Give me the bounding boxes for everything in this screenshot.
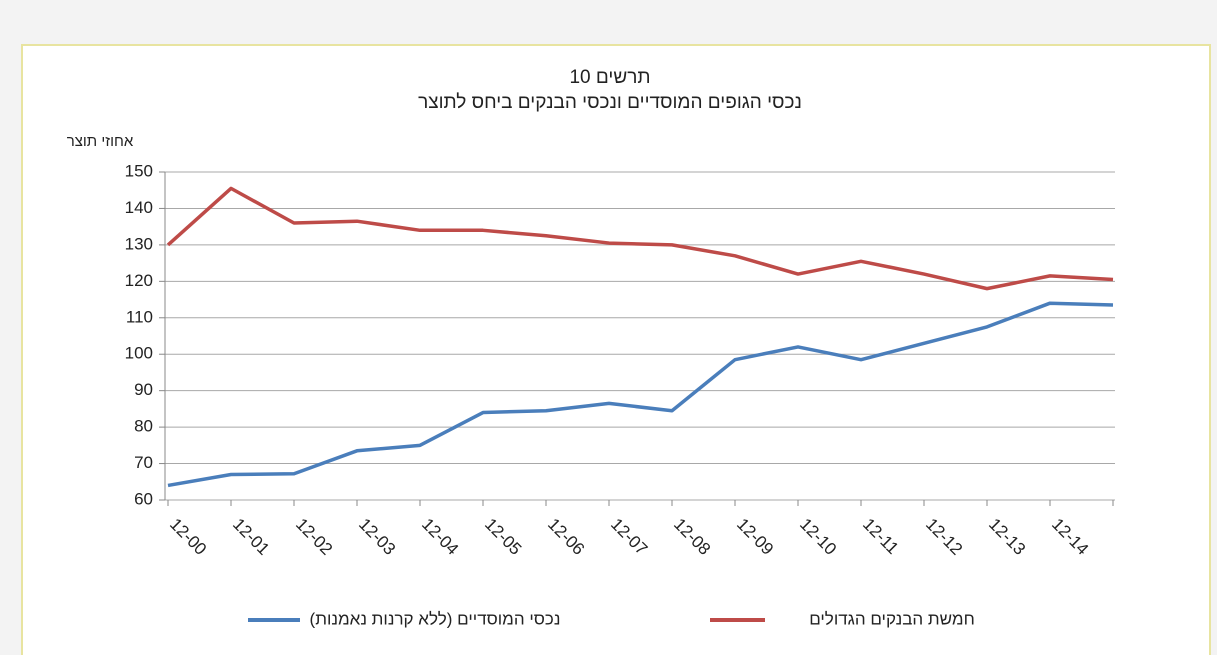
y-axis-label: אחוזי תוצר — [67, 133, 134, 150]
series-line — [167, 301, 1114, 488]
chart-frame — [21, 44, 1211, 655]
legend-label: נכסי המוסדיים (ללא קרנות נאמנות) — [310, 609, 561, 628]
y-tick-label: 80 — [134, 417, 153, 436]
y-tick-label: 130 — [125, 234, 153, 253]
y-tick-label: 120 — [125, 271, 153, 290]
series-line — [166, 186, 1114, 291]
y-tick-label: 150 — [125, 161, 153, 180]
y-tick-label: 70 — [134, 453, 153, 472]
y-tick-label: 60 — [134, 489, 153, 508]
legend-label: חמשת הבנקים הגדולים — [809, 609, 975, 628]
chart-title: תרשים 10 — [569, 67, 650, 88]
chart-subtitle: נכסי הגופים המוסדיים ונכסי הבנקים ביחס ל… — [418, 92, 802, 113]
y-tick-label: 100 — [125, 344, 153, 363]
y-tick-label: 110 — [126, 307, 153, 326]
y-tick-label: 140 — [125, 198, 153, 217]
y-tick-label: 90 — [134, 380, 153, 399]
